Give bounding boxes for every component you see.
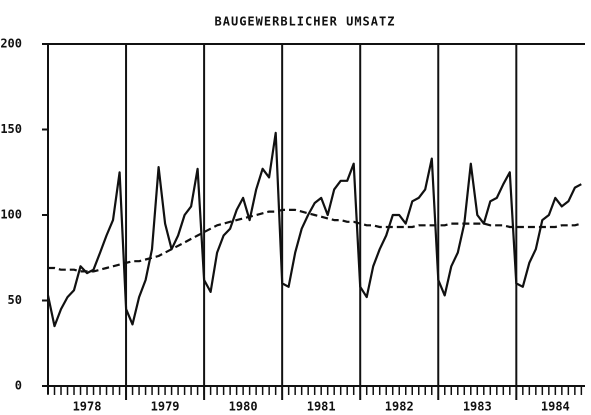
data-line (46, 131, 582, 328)
y-tick-label: 0 (15, 379, 22, 393)
x-tick-label: 1979 (151, 400, 180, 414)
x-tick-label: 1982 (385, 400, 414, 414)
chart-title: BAUGEWERBLICHER UMSATZ (215, 15, 396, 29)
y-tick-label: 150 (0, 122, 22, 136)
y-tick-label: 50 (8, 293, 22, 307)
trend-line (48, 208, 582, 273)
x-tick-label: 1980 (229, 400, 258, 414)
x-tick-label: 1983 (463, 400, 492, 414)
y-tick-label: 100 (0, 208, 22, 222)
x-tick-label: 1984 (541, 400, 570, 414)
x-tick-label: 1978 (73, 400, 102, 414)
x-tick-label: 1981 (307, 400, 336, 414)
y-tick-label: 200 (0, 37, 22, 51)
